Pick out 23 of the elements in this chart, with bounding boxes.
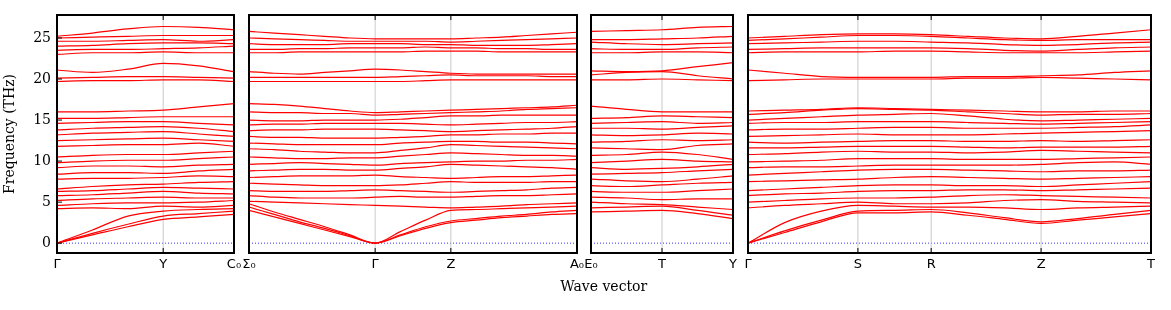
y-tick-label: 5 xyxy=(42,192,51,209)
x-tick-label: E₀ xyxy=(584,256,598,272)
x-tick-label: T xyxy=(1145,256,1155,272)
y-axis-title: Frequency (THz) xyxy=(1,73,18,195)
y-tick-label: 0 xyxy=(42,233,51,250)
x-tick-label: S xyxy=(853,256,862,272)
x-tick-label: Γ xyxy=(53,256,62,272)
y-tick-label: 10 xyxy=(33,151,51,168)
x-tick-label: Y xyxy=(158,256,168,272)
y-tick-label: 20 xyxy=(33,69,51,86)
x-tick-label: C₀ xyxy=(226,256,242,272)
x-axis-title: Wave vector xyxy=(560,278,648,294)
x-tick-label: Y xyxy=(728,256,738,272)
y-tick-label: 15 xyxy=(33,110,51,127)
x-tick-label: Z xyxy=(1036,256,1046,272)
x-tick-label: Γ xyxy=(743,256,752,272)
x-tick-label: R xyxy=(926,256,936,272)
x-tick-label: T xyxy=(657,256,667,272)
x-tick-label: A₀ xyxy=(569,256,584,272)
x-tick-label: Σ₀ xyxy=(241,256,256,272)
x-tick-label: Z xyxy=(445,256,455,272)
x-tick-label: Γ xyxy=(371,256,380,272)
y-tick-label: 25 xyxy=(33,28,51,45)
